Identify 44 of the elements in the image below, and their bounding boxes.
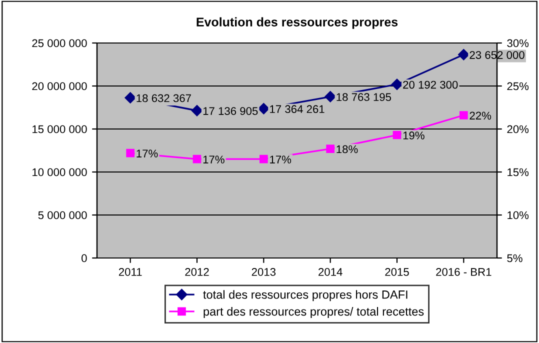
x-tick-label: 2016 - BR1 [436,268,492,276]
y-tick-label: 10 000 000 [32,168,87,176]
point [124,92,136,104]
legend-label: part des ressources propres/ total recettes [204,307,424,318]
point [191,105,203,116]
y2-tick-label: 20% [507,125,529,134]
data-label: 17% [136,150,158,158]
point [392,130,402,140]
x-tick-label: 2015 [385,268,409,276]
point [258,103,270,114]
data-label: 17 364 261 [270,105,324,114]
y-tick-label: 0 [82,254,87,262]
data-label: 18 763 195 [336,93,392,102]
point [391,78,403,90]
y2-tick-label: 30% [507,39,529,48]
y-tick-label: 25 000 000 [32,39,87,48]
point [458,48,470,60]
point [126,148,134,158]
point [326,144,334,153]
data-label: 17% [270,156,292,164]
y2-tick-label: 25% [507,82,529,90]
x-tick-label: 2012 [185,268,209,276]
point [324,91,336,102]
data-label: 22% [470,112,492,120]
point [192,154,202,164]
y2-tick-label: 15% [508,168,529,176]
y-tick-label: 5 000 000 [38,211,87,220]
legend-label: total des ressources propres hors DAFI [203,290,408,302]
y-tick-label: 15 000 000 [32,125,87,134]
point [460,111,468,120]
data-label: 18% [336,145,358,154]
data-label: 18 632 367 [136,94,191,102]
x-tick-label: 2011 [118,268,142,276]
point [260,154,268,164]
chart-title: Evolution des ressources propres [196,17,398,29]
y-tick-label: 20 000 000 [32,82,87,90]
x-tick-label: 2014 [318,268,342,276]
y2-tick-label: 10% [508,211,529,220]
y2-tick-label: 5% [507,254,522,262]
data-label: 20 192 300 [403,80,458,89]
data-label: 17% [203,156,224,164]
data-label: 19% [403,132,424,140]
x-tick-label: 2013 [252,268,276,276]
data-label: 17 136 905 [203,107,258,115]
